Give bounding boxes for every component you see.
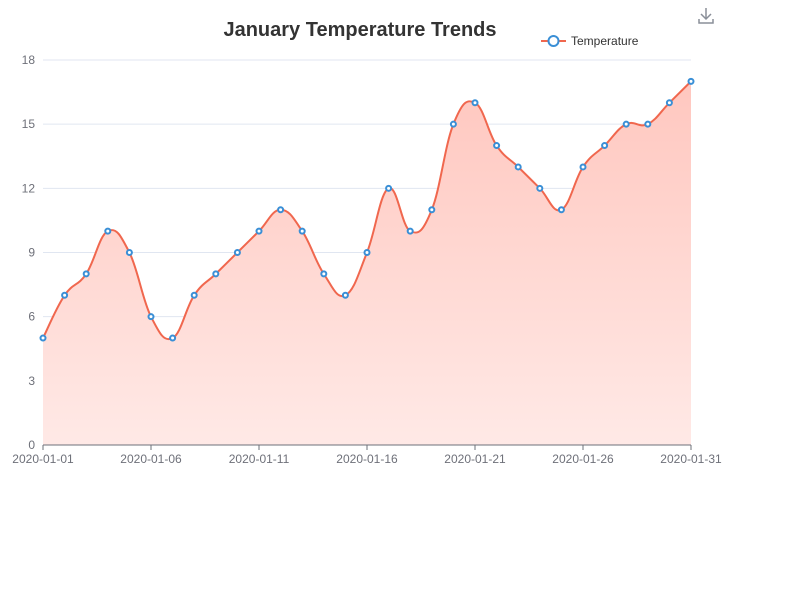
data-point[interactable] (341, 291, 349, 299)
x-tick-label: 2020-01-06 (120, 452, 182, 466)
x-tick-label: 2020-01-01 (12, 452, 74, 466)
data-point[interactable] (169, 334, 177, 342)
y-tick-label: 12 (22, 181, 36, 195)
data-point[interactable] (557, 206, 565, 214)
data-point[interactable] (579, 163, 587, 171)
data-point[interactable] (514, 163, 522, 171)
data-point[interactable] (82, 270, 90, 278)
chart-title: January Temperature Trends (223, 19, 496, 41)
data-point[interactable] (687, 77, 695, 85)
x-tick-label: 2020-01-21 (444, 452, 506, 466)
download-button[interactable] (694, 4, 718, 28)
data-point[interactable] (449, 120, 457, 128)
data-point[interactable] (147, 313, 155, 321)
data-point[interactable] (493, 142, 501, 150)
series-area-fill (43, 81, 691, 445)
data-point[interactable] (104, 227, 112, 235)
data-point[interactable] (471, 99, 479, 107)
data-point[interactable] (190, 291, 198, 299)
y-tick-label: 0 (28, 438, 35, 452)
x-tick-label: 2020-01-16 (336, 452, 398, 466)
y-tick-label: 18 (22, 53, 36, 67)
x-axis-ticks: 2020-01-01 2020-01-06 2020-01-11 2020-01-16… (12, 445, 722, 466)
data-point[interactable] (644, 120, 652, 128)
y-axis: 0 3 6 9 12 15 18 (22, 53, 36, 452)
data-point[interactable] (298, 227, 306, 235)
data-points (39, 77, 695, 342)
data-point[interactable] (601, 142, 609, 150)
data-point[interactable] (665, 99, 673, 107)
legend-marker-icon (547, 35, 560, 47)
data-point[interactable] (536, 184, 544, 192)
data-point[interactable] (385, 184, 393, 192)
x-tick-label: 2020-01-31 (660, 452, 722, 466)
y-tick-label: 15 (22, 117, 36, 131)
data-point[interactable] (61, 291, 69, 299)
data-point[interactable] (320, 270, 328, 278)
legend-label: Temperature (571, 34, 639, 48)
data-point[interactable] (233, 249, 241, 256)
data-point[interactable] (39, 334, 47, 342)
x-tick-label: 2020-01-11 (229, 452, 290, 466)
data-point[interactable] (428, 206, 436, 214)
y-tick-label: 9 (28, 246, 35, 260)
data-point[interactable] (622, 120, 630, 128)
y-tick-label: 6 (28, 310, 35, 324)
data-point[interactable] (125, 249, 133, 256)
data-point[interactable] (212, 270, 220, 278)
y-tick-label: 3 (28, 374, 35, 388)
x-tick-label: 2020-01-26 (552, 452, 614, 466)
series-area (43, 81, 691, 445)
legend[interactable]: Temperature (541, 34, 639, 48)
data-point[interactable] (363, 249, 371, 256)
download-icon (698, 8, 714, 24)
data-point[interactable] (277, 206, 285, 214)
data-point[interactable] (255, 227, 263, 235)
data-point[interactable] (406, 227, 414, 235)
